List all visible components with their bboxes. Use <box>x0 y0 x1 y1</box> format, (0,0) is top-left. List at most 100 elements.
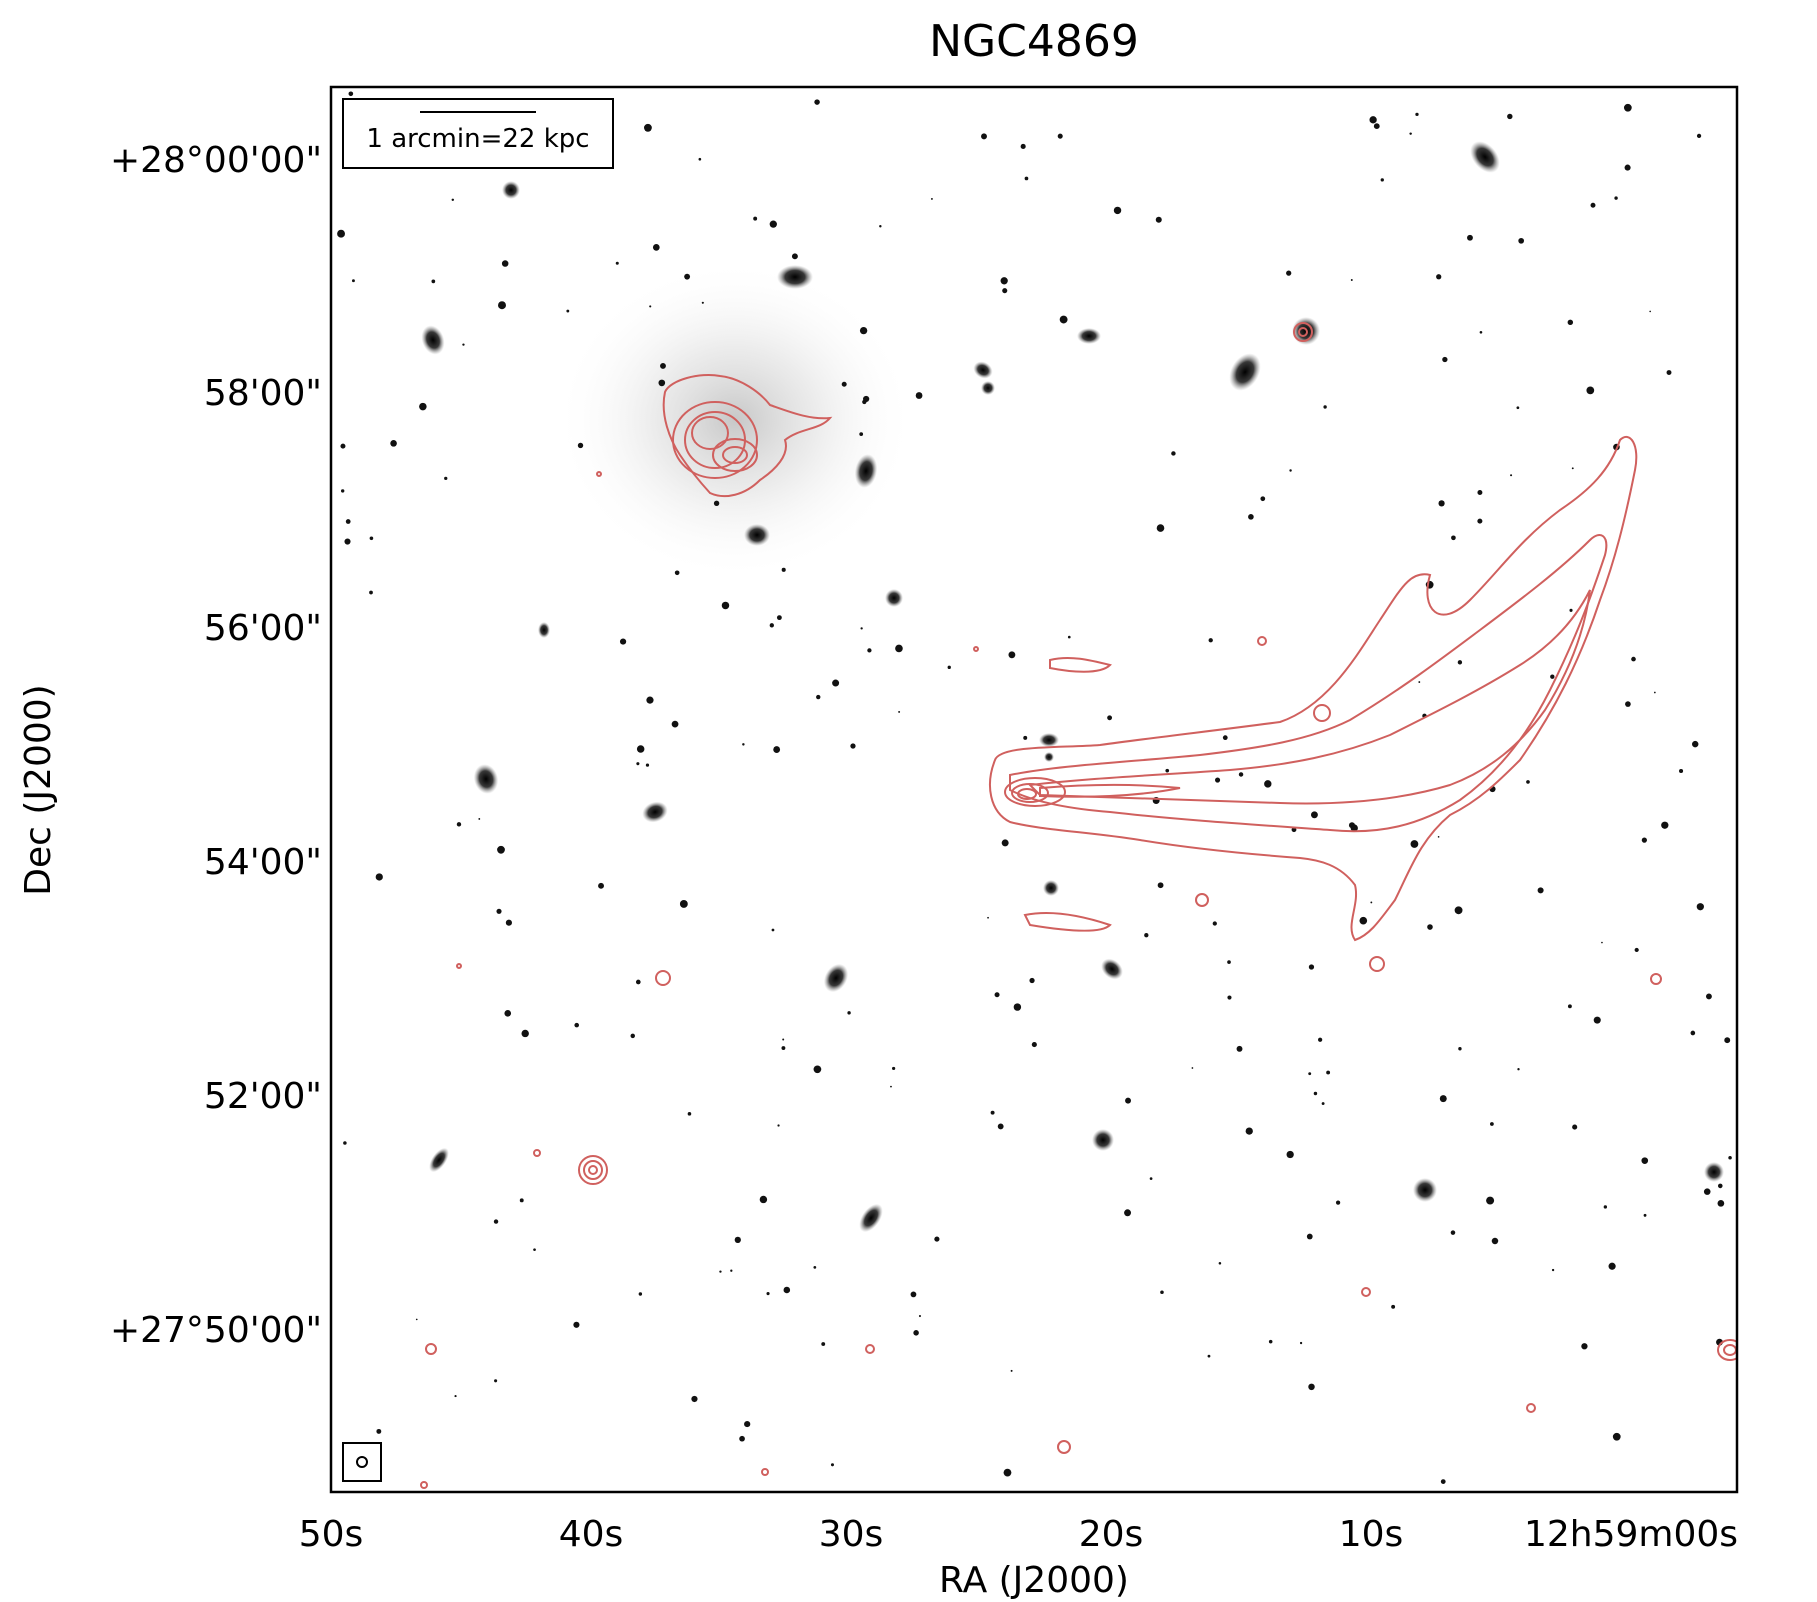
contour-bcg-1 <box>672 401 758 479</box>
star <box>1023 735 1028 740</box>
contour-jet-upper <box>1049 656 1112 673</box>
star <box>1601 941 1603 944</box>
star <box>376 1428 382 1434</box>
star <box>1491 1237 1499 1245</box>
star <box>821 1342 826 1346</box>
star <box>337 229 345 238</box>
star <box>684 273 691 280</box>
galaxy <box>973 361 993 379</box>
star <box>375 873 383 881</box>
star <box>1624 164 1631 171</box>
star <box>1207 1354 1211 1358</box>
star <box>462 343 465 346</box>
star <box>1373 123 1380 130</box>
star <box>352 279 355 283</box>
y-tick-label: +27°50'00" <box>110 1310 322 1351</box>
star <box>573 1321 580 1328</box>
star <box>1507 113 1513 120</box>
star <box>343 1141 347 1145</box>
contour-src <box>761 1468 769 1476</box>
star <box>1705 993 1712 1000</box>
star <box>1369 116 1377 124</box>
star <box>701 301 704 304</box>
contour-tail-core <box>1039 784 1181 798</box>
scale-bar: 1 arcmin=22 kpc <box>342 98 614 169</box>
star <box>910 1291 917 1298</box>
star <box>1002 288 1008 294</box>
star <box>1612 1432 1621 1441</box>
star <box>344 538 351 545</box>
star <box>1024 176 1029 181</box>
star <box>456 822 462 827</box>
star <box>521 1029 529 1038</box>
star <box>1057 133 1063 139</box>
radio-contours <box>420 322 1737 1489</box>
star <box>814 99 820 105</box>
star <box>981 133 987 140</box>
star <box>1000 277 1008 285</box>
star <box>791 253 798 260</box>
star <box>1171 451 1176 456</box>
contour-src <box>655 970 671 986</box>
contour-src <box>1257 636 1267 646</box>
sky-image <box>331 87 1737 1492</box>
star <box>859 326 868 335</box>
star <box>1603 1205 1608 1209</box>
x-axis: 50s 40s 30s 20s 10s 12h59m00s RA (J2000) <box>299 1514 1738 1601</box>
star <box>1208 638 1213 643</box>
star <box>1308 1072 1312 1076</box>
contour-tail-outer <box>989 435 1638 942</box>
star <box>1641 837 1647 843</box>
star <box>1516 406 1520 410</box>
star <box>1222 735 1228 741</box>
star <box>1236 1045 1243 1052</box>
scale-bar-label: 1 arcmin=22 kpc <box>366 124 589 154</box>
star <box>615 261 619 265</box>
contour-bcg-3 <box>691 416 729 450</box>
star <box>1614 196 1618 200</box>
star <box>1370 901 1373 904</box>
contour-src <box>583 1160 603 1180</box>
star <box>1165 768 1170 773</box>
star <box>913 1330 919 1336</box>
star <box>1728 1156 1732 1160</box>
star <box>1155 216 1162 223</box>
star <box>719 1270 722 1273</box>
star <box>1450 1230 1456 1235</box>
star <box>892 1066 896 1071</box>
star <box>1149 1177 1153 1180</box>
galaxy <box>1704 1162 1724 1182</box>
contour-bcg-outer <box>662 374 833 498</box>
galaxy <box>473 764 499 794</box>
y-axis-label: Dec (J2000) <box>18 684 59 895</box>
contour-src <box>1361 1287 1371 1297</box>
star <box>847 1011 851 1015</box>
star <box>997 1123 1004 1130</box>
star <box>1299 1341 1303 1345</box>
star <box>734 1236 741 1243</box>
star <box>1458 1047 1462 1051</box>
star <box>890 1085 892 1088</box>
star <box>1031 1042 1037 1048</box>
sources-layer <box>337 91 1732 1484</box>
star <box>739 1435 745 1442</box>
contour-src <box>1313 704 1331 722</box>
star <box>1391 1304 1396 1309</box>
contour-src <box>578 1155 608 1185</box>
star <box>1248 514 1254 520</box>
star <box>574 1022 579 1028</box>
star <box>730 1269 733 1272</box>
galaxy <box>823 963 849 993</box>
contour-bcg-5 <box>722 446 748 464</box>
star <box>658 379 666 387</box>
star <box>498 301 506 310</box>
star <box>1214 777 1221 783</box>
star <box>566 309 570 313</box>
contour-bcg-4 <box>712 438 758 472</box>
galaxy <box>642 801 668 823</box>
star <box>635 979 641 985</box>
contour-src <box>1298 327 1308 337</box>
star <box>497 845 505 854</box>
star <box>1479 330 1483 334</box>
star <box>930 197 933 200</box>
